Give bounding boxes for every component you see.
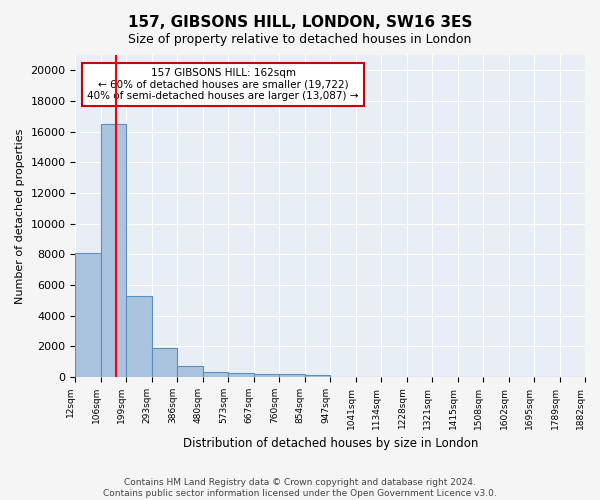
Bar (279, 374, 305, 377)
Text: Size of property relative to detached houses in London: Size of property relative to detached ho… (128, 32, 472, 46)
Text: Contains HM Land Registry data © Crown copyright and database right 2024.
Contai: Contains HM Land Registry data © Crown c… (103, 478, 497, 498)
Bar (228, 374, 254, 377)
Y-axis label: Number of detached properties: Number of detached properties (15, 128, 25, 304)
X-axis label: Distribution of detached houses by size in London: Distribution of detached houses by size … (182, 437, 478, 450)
Bar (127, 296, 152, 377)
Bar (101, 124, 127, 377)
Text: 157 GIBSONS HILL: 162sqm
← 60% of detached houses are smaller (19,722)
40% of se: 157 GIBSONS HILL: 162sqm ← 60% of detach… (88, 68, 359, 101)
Text: 157, GIBSONS HILL, LONDON, SW16 3ES: 157, GIBSONS HILL, LONDON, SW16 3ES (128, 15, 472, 30)
Bar (76, 252, 101, 377)
Bar (254, 374, 279, 377)
Bar (203, 372, 228, 377)
Bar (152, 348, 178, 377)
Bar (178, 366, 203, 377)
Bar (305, 375, 330, 377)
